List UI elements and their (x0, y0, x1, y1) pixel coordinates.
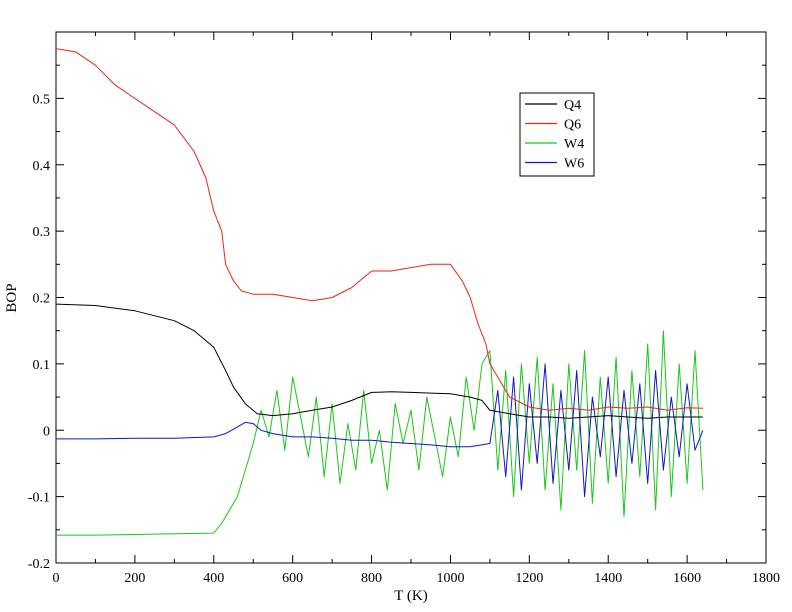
x-axis-title: T (K) (394, 588, 427, 604)
series-line-w6 (56, 363, 704, 498)
legend-label-w4: W4 (564, 137, 584, 152)
x-tick-label: 1400 (594, 571, 622, 586)
series-line-q6 (55, 48, 703, 411)
series-layer (55, 48, 704, 536)
y-tick-label: 0 (43, 424, 50, 439)
y-tick-label: 0.4 (33, 159, 51, 174)
x-tick-label: 1600 (673, 571, 701, 586)
legend: Q4 Q6 W4 W6 (519, 92, 595, 177)
axis-layer: 0 200 400 600 800 1000 1200 1400 1600 1800 -0.2 -0.… (28, 32, 780, 586)
x-tick-label: 200 (124, 571, 145, 586)
legend-label-q4: Q4 (564, 98, 581, 113)
legend-label-w6: W6 (564, 157, 584, 172)
x-tick-label: 1200 (515, 571, 543, 586)
y-tick-label: 0.5 (33, 92, 51, 107)
series-line-w4 (56, 330, 704, 536)
y-axis-title: BOP (4, 283, 20, 312)
plot-area (55, 31, 767, 564)
y-tick-label: 0.3 (33, 225, 51, 240)
x-tick-label: 400 (203, 571, 224, 586)
y-tick-label: -0.2 (28, 557, 50, 572)
y-tick-label: 0.2 (33, 292, 51, 307)
y-tick-label: -0.1 (28, 491, 50, 506)
x-tick-label: 800 (361, 571, 382, 586)
legend-label-q6: Q6 (564, 118, 581, 133)
x-tick-label: 0 (53, 571, 60, 586)
y-tick-label: 0.1 (33, 358, 51, 373)
series-line-q4 (55, 303, 703, 419)
x-tick-label: 1000 (436, 571, 464, 586)
x-tick-label: 600 (282, 571, 303, 586)
x-tick-label: 1800 (752, 571, 780, 586)
